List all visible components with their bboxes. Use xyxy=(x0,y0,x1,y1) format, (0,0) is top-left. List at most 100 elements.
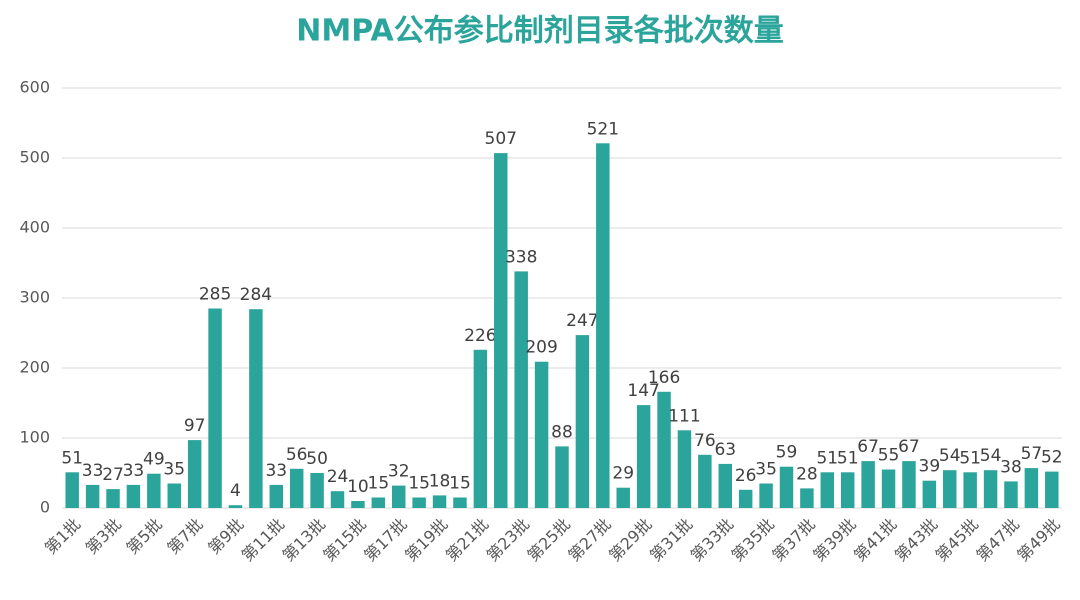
bar xyxy=(922,480,937,508)
bar xyxy=(106,489,120,508)
value-label: 76 xyxy=(694,431,716,451)
value-label: 111 xyxy=(668,406,700,426)
value-label: 507 xyxy=(485,129,517,149)
bar xyxy=(943,470,957,508)
y-tick-label: 400 xyxy=(19,218,50,237)
value-label: 55 xyxy=(878,446,900,466)
x-tick-label: 第31批 xyxy=(646,515,696,565)
value-label: 285 xyxy=(199,285,231,305)
value-label: 59 xyxy=(776,443,798,463)
value-label: 338 xyxy=(505,247,537,267)
x-tick-label: 第37批 xyxy=(768,515,818,565)
value-label: 10 xyxy=(347,477,369,497)
bar xyxy=(392,485,406,508)
value-label: 38 xyxy=(1000,457,1022,477)
value-label: 32 xyxy=(388,462,410,482)
bar xyxy=(534,361,549,508)
bar xyxy=(738,489,753,508)
value-label: 57 xyxy=(1021,444,1043,464)
value-label: 54 xyxy=(939,446,961,466)
value-label: 49 xyxy=(143,450,165,470)
value-label: 33 xyxy=(265,461,287,481)
bar xyxy=(596,143,610,509)
bar xyxy=(963,472,977,508)
value-label: 67 xyxy=(898,437,920,457)
bar xyxy=(555,446,569,508)
value-label: 35 xyxy=(163,460,185,480)
value-label: 52 xyxy=(1041,448,1063,468)
value-label: 29 xyxy=(612,464,634,484)
x-tick-label: 第15批 xyxy=(319,515,369,565)
x-tick-label: 第33批 xyxy=(687,515,737,565)
bar xyxy=(65,472,79,508)
x-tick-label: 第45批 xyxy=(932,515,982,565)
y-tick-label: 200 xyxy=(19,358,50,377)
bar xyxy=(636,405,651,508)
x-tick-label: 第1批 xyxy=(41,515,84,558)
x-tick-label: 第43批 xyxy=(891,515,941,565)
bar xyxy=(269,484,284,508)
value-label: 51 xyxy=(816,448,838,468)
bar xyxy=(412,497,426,508)
bar xyxy=(657,391,671,508)
value-label: 33 xyxy=(82,461,104,481)
bar xyxy=(310,473,324,508)
bar xyxy=(494,153,508,508)
bar xyxy=(514,271,528,508)
bar xyxy=(840,472,855,508)
bar xyxy=(371,497,386,508)
bar xyxy=(1045,471,1059,508)
value-label: 15 xyxy=(408,474,430,494)
x-tick-label: 第29批 xyxy=(605,515,655,565)
bar xyxy=(187,440,202,508)
x-tick-label: 第39批 xyxy=(809,515,859,565)
x-tick-label: 第5批 xyxy=(123,515,166,558)
value-label: 88 xyxy=(551,422,573,442)
bar xyxy=(85,484,100,508)
bar xyxy=(330,491,345,508)
bar xyxy=(147,473,161,508)
value-label: 4 xyxy=(230,481,241,501)
value-label: 166 xyxy=(648,368,680,388)
x-tick-label: 第13批 xyxy=(279,515,329,565)
bar xyxy=(902,461,916,508)
bar xyxy=(677,430,692,508)
bar xyxy=(228,505,243,508)
bar xyxy=(759,483,773,508)
bar xyxy=(289,468,304,508)
chart-title: NMPA公布参比制剂目录各批次数量 xyxy=(296,14,783,49)
x-tick-label: 第27批 xyxy=(564,515,614,565)
bar xyxy=(881,469,896,508)
x-tick-label: 第23批 xyxy=(483,515,533,565)
y-tick-label: 100 xyxy=(19,428,50,447)
x-tick-label: 第11批 xyxy=(238,515,288,565)
bar xyxy=(167,483,181,508)
bar xyxy=(351,501,365,508)
value-label: 28 xyxy=(796,464,818,484)
x-tick-label: 第19批 xyxy=(401,515,451,565)
value-label: 54 xyxy=(980,446,1002,466)
y-tick-label: 600 xyxy=(19,78,50,97)
bar xyxy=(208,308,222,508)
value-label: 97 xyxy=(184,416,206,436)
value-label: 284 xyxy=(240,285,272,305)
bar xyxy=(432,495,447,508)
value-label: 51 xyxy=(959,448,981,468)
bar xyxy=(1004,481,1018,508)
value-label: 226 xyxy=(464,326,496,346)
value-label: 35 xyxy=(755,460,777,480)
x-tick-label: 第3批 xyxy=(82,515,125,558)
bar xyxy=(779,466,794,508)
bar xyxy=(1024,468,1039,508)
bar xyxy=(473,349,488,508)
value-label: 33 xyxy=(123,461,145,481)
value-label: 63 xyxy=(714,440,736,460)
value-label: 209 xyxy=(525,338,557,358)
value-label: 51 xyxy=(61,448,83,468)
value-label: 67 xyxy=(857,437,879,457)
x-tick-label: 第47批 xyxy=(973,515,1023,565)
bar xyxy=(800,488,814,508)
value-label: 27 xyxy=(102,465,124,485)
x-tick-label: 第7批 xyxy=(163,515,206,558)
